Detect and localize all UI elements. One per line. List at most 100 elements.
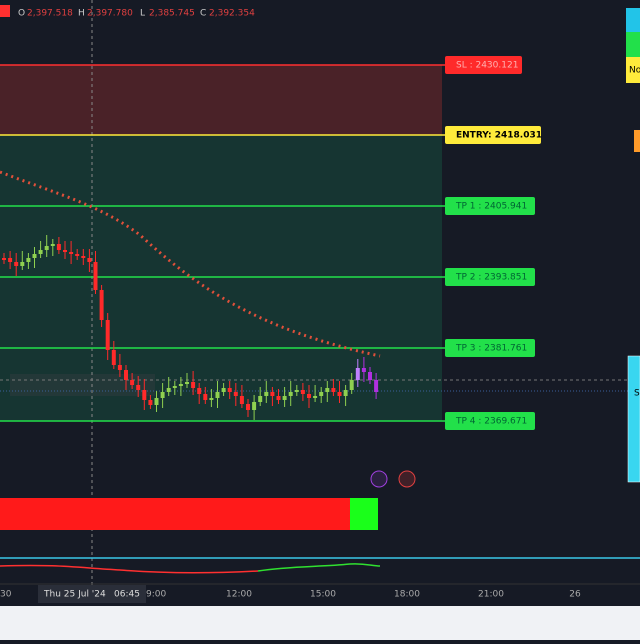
signal-bar-green: [350, 498, 378, 530]
crosshair-time: 06:45: [114, 590, 140, 600]
candle-body: [227, 388, 232, 392]
time-label: 15:00: [310, 590, 336, 600]
candle-body: [69, 252, 74, 254]
crosshair-label-bg: [38, 585, 146, 603]
tp3-label: TP 3 : 2381.761: [455, 344, 527, 354]
panel-table: [627, 355, 640, 483]
oscillator-green: [257, 563, 381, 572]
candle-body: [270, 392, 275, 396]
sl-label-bg: [445, 56, 522, 74]
time-label: 12:00: [226, 590, 252, 600]
candle-body: [63, 250, 67, 252]
candle-body: [349, 380, 354, 390]
candle-body: [124, 370, 128, 380]
candle-body: [374, 380, 379, 392]
candle-body: [252, 402, 257, 410]
ohlc-key: O: [18, 9, 25, 19]
candle-body: [258, 396, 263, 402]
time-label: 21:00: [478, 590, 504, 600]
candle-body: [239, 396, 244, 404]
ohlc-value: 2,397.518: [27, 9, 73, 19]
candle-body: [178, 384, 183, 386]
candle-body: [130, 380, 135, 385]
stop-zone: [0, 65, 442, 135]
candle-body: [288, 392, 293, 396]
candle-body: [166, 388, 171, 392]
candle-body: [38, 250, 43, 254]
candle-body: [93, 262, 98, 290]
tp2-label: TP 2 : 2393.851: [455, 273, 527, 283]
time-label: 18:00: [394, 590, 420, 600]
candle-body: [313, 396, 318, 398]
entry-label-bg: [445, 126, 541, 144]
candle-body: [56, 244, 61, 250]
candle-body: [160, 392, 165, 398]
panel-text: S: [634, 389, 640, 399]
moving-average: [0, 170, 381, 358]
candle-body: [300, 390, 305, 394]
candle-body: [233, 392, 238, 396]
highlight-box: [10, 374, 155, 396]
time-label: 30: [0, 590, 12, 600]
candle-body: [87, 258, 92, 262]
candle-body: [246, 404, 250, 410]
candle-body: [136, 385, 141, 390]
entry-label: ENTRY: 2418.031: [456, 131, 542, 141]
time-label: 26: [569, 590, 581, 600]
candle-body: [276, 396, 281, 400]
candle-body: [191, 382, 196, 388]
candle-body: [172, 386, 177, 388]
candle-body: [20, 262, 25, 266]
candle-body: [75, 254, 80, 256]
ohlc-value: 2,397.780: [87, 9, 133, 19]
candle-body: [331, 388, 336, 392]
sl-label: SL : 2430.121: [456, 61, 518, 71]
candle-body: [8, 258, 13, 262]
signal-bar-red: [0, 498, 350, 530]
candle-body: [215, 392, 220, 398]
tp4-label-bg: [445, 412, 535, 430]
candle-body: [355, 368, 360, 380]
candle-body: [44, 246, 49, 250]
candle-body: [368, 372, 372, 380]
candle-body: [148, 400, 153, 405]
panel-icon: [634, 130, 640, 152]
candle-body: [2, 258, 6, 260]
candle-body: [99, 290, 104, 320]
candle-body: [26, 258, 31, 262]
candle-body: [343, 390, 348, 396]
candles: [2, 235, 379, 420]
tp1-label: TP 1 : 2405.941: [455, 202, 527, 212]
close-icon: [0, 5, 10, 17]
candle-body: [337, 392, 342, 396]
candle-body: [154, 398, 159, 405]
ohlc-value: 2,385.745: [149, 9, 195, 19]
tp4-label: TP 4 : 2369.671: [455, 417, 527, 427]
ohlc-key: C: [200, 9, 206, 19]
flag-icon: [398, 470, 416, 488]
ohlc-key: H: [78, 9, 85, 19]
candle-body: [185, 382, 189, 384]
panel-cell: [626, 32, 640, 57]
candle-body: [111, 350, 116, 365]
oscillator-red: [0, 564, 259, 574]
candle-body: [105, 320, 110, 350]
candle-body: [117, 365, 122, 370]
panel-cell: [626, 57, 640, 83]
candle-body: [307, 394, 311, 398]
candle-body: [319, 392, 324, 396]
bottom-bar: [0, 606, 640, 640]
crosshair-date: Thu 25 Jul '24: [43, 590, 106, 600]
candle-body: [209, 398, 214, 400]
candle-body: [264, 392, 269, 396]
candle-body: [221, 388, 226, 392]
candle-body: [325, 388, 330, 392]
panel-text: No: [629, 66, 640, 76]
tp3-label-bg: [445, 339, 535, 357]
candle-body: [361, 368, 366, 372]
candle-body: [294, 390, 299, 392]
candle-body: [14, 262, 19, 266]
candle-body: [282, 396, 287, 400]
